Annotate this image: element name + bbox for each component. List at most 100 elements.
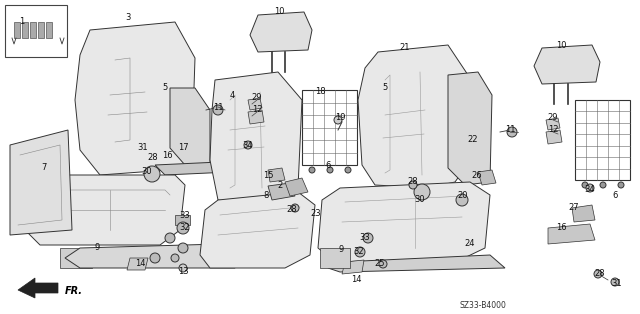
Text: 9: 9 [94,243,100,252]
Circle shape [456,194,468,206]
Circle shape [582,182,588,188]
Polygon shape [268,183,295,200]
Polygon shape [10,130,72,235]
Text: 32: 32 [180,224,190,232]
Text: 32: 32 [354,247,364,257]
Circle shape [213,105,223,115]
Circle shape [414,184,430,200]
Text: 21: 21 [400,44,410,52]
Circle shape [244,141,252,149]
Text: 10: 10 [274,8,284,17]
Circle shape [363,233,373,243]
Bar [320,248,350,268]
Polygon shape [18,278,58,298]
Text: 28: 28 [148,154,158,163]
Polygon shape [127,258,148,270]
Text: 15: 15 [263,171,273,181]
Polygon shape [342,260,364,274]
Polygon shape [328,255,505,272]
Circle shape [178,243,188,253]
Text: 11: 11 [505,126,515,134]
Text: 28: 28 [408,177,419,187]
Text: 31: 31 [612,279,622,288]
Text: 17: 17 [178,143,188,153]
Circle shape [179,264,187,272]
Text: 7: 7 [42,164,47,172]
Circle shape [409,181,417,189]
Text: 4: 4 [229,90,235,100]
Polygon shape [175,215,190,225]
Text: 27: 27 [569,203,579,213]
Circle shape [327,167,333,173]
Polygon shape [65,244,235,268]
Text: 1: 1 [19,18,24,26]
Text: 12: 12 [252,106,262,115]
Text: 12: 12 [548,126,558,134]
Circle shape [291,204,299,212]
Circle shape [309,167,315,173]
Circle shape [594,270,602,278]
Text: 10: 10 [556,41,566,51]
Text: FR.: FR. [65,286,83,296]
Polygon shape [210,72,302,205]
Bar [5,5,67,57]
Polygon shape [200,192,315,268]
Text: 6: 6 [325,161,331,171]
Polygon shape [30,22,36,38]
Text: 14: 14 [135,258,145,268]
Polygon shape [534,45,600,84]
Text: 5: 5 [163,84,168,93]
Text: 31: 31 [138,143,148,153]
Circle shape [144,166,160,182]
Text: 29: 29 [548,113,558,122]
Polygon shape [170,88,210,165]
Circle shape [507,127,517,137]
Polygon shape [285,178,308,196]
Polygon shape [268,168,285,182]
Circle shape [618,182,624,188]
Circle shape [355,247,365,257]
Polygon shape [22,22,28,38]
Polygon shape [478,170,496,185]
Bar [575,100,630,180]
Circle shape [586,184,594,192]
Polygon shape [38,22,44,38]
Text: 8: 8 [263,192,269,201]
Text: 20: 20 [458,192,468,201]
Text: 30: 30 [415,196,426,204]
Text: 29: 29 [252,94,262,102]
Text: 3: 3 [125,14,131,23]
Text: 16: 16 [556,224,566,232]
Text: 5: 5 [382,84,388,93]
Text: 2: 2 [277,181,283,191]
Polygon shape [548,224,595,244]
Circle shape [379,260,387,268]
Circle shape [611,278,619,286]
Circle shape [334,116,342,124]
Polygon shape [546,130,562,144]
Text: 28: 28 [595,268,605,278]
Text: SZ33-B4000: SZ33-B4000 [460,300,507,310]
Text: 9: 9 [339,246,344,255]
Text: 13: 13 [178,267,188,275]
Polygon shape [358,45,468,188]
Text: 22: 22 [468,136,478,144]
Text: 14: 14 [351,274,361,284]
Polygon shape [572,205,595,222]
Polygon shape [248,110,264,124]
Text: 19: 19 [335,113,345,122]
Text: 33: 33 [360,234,371,242]
Text: 6: 6 [612,192,618,201]
Polygon shape [546,118,560,130]
Polygon shape [448,72,492,185]
Circle shape [177,222,189,234]
Polygon shape [60,248,92,268]
Circle shape [150,253,160,263]
Text: 23: 23 [310,209,321,219]
Polygon shape [75,22,195,175]
Circle shape [345,167,351,173]
Text: 34: 34 [585,186,595,194]
Text: 28: 28 [287,205,298,214]
Text: 30: 30 [141,167,152,176]
Text: 18: 18 [315,88,325,96]
